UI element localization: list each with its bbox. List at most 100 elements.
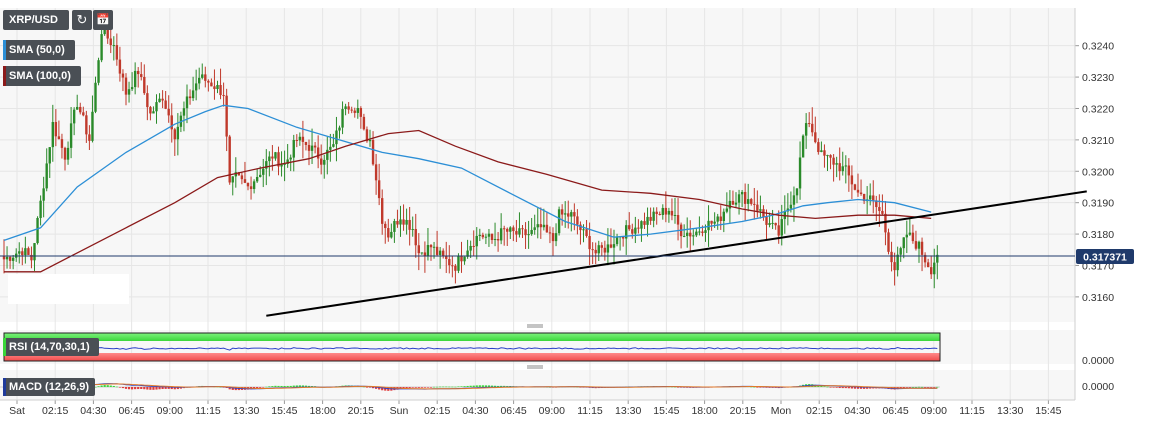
candle-body [399, 219, 402, 225]
candle-body [756, 204, 759, 211]
macd-histogram-bar [121, 387, 125, 389]
refresh-icon[interactable]: ↻ [72, 10, 92, 30]
candle-body [338, 127, 341, 131]
candle-body [335, 130, 338, 145]
candle-body [728, 200, 732, 209]
candle-body [518, 228, 521, 235]
macd-histogram-bar [155, 387, 158, 390]
candle-body [460, 255, 463, 262]
candle-body [91, 111, 94, 141]
candle-body [823, 150, 826, 156]
candle-body [262, 168, 265, 175]
candle-body [862, 193, 866, 202]
candle-body [133, 70, 137, 88]
x-tick-label: 09:00 [157, 405, 183, 417]
candle-body [750, 199, 753, 204]
macd-histogram-bar [853, 387, 857, 389]
candle-body [481, 234, 485, 238]
macd-label[interactable]: MACD (12,26,9) [3, 378, 95, 396]
macd-histogram-bar [765, 387, 768, 388]
candle-body [621, 236, 625, 239]
macd-histogram-bar [481, 385, 484, 387]
candle-body [426, 244, 430, 256]
candle-body [377, 180, 381, 199]
x-tick-label: 15:45 [1035, 405, 1061, 417]
candle-body [234, 172, 237, 177]
macd-histogram-bar [936, 386, 939, 388]
candle-body [496, 238, 500, 241]
candle-body [36, 217, 39, 244]
macd-histogram-bar [908, 387, 911, 388]
sma50-study-label[interactable]: SMA (50,0) [3, 40, 75, 60]
candle-body [94, 82, 97, 112]
candle-body [548, 232, 552, 234]
macd-histogram-bar [295, 385, 298, 387]
macd-histogram-bar [829, 387, 832, 388]
macd-histogram-bar [844, 387, 847, 389]
macd-panel-area[interactable] [0, 370, 1075, 400]
x-tick-label: Sun [390, 405, 409, 417]
macd-splitter-handle[interactable] [527, 365, 543, 369]
sma100-study-label[interactable]: SMA (100,0) [3, 66, 81, 86]
candle-body [536, 224, 539, 228]
candle-body [54, 122, 58, 137]
macd-histogram-bar [454, 386, 457, 388]
rsi-splitter-handle[interactable] [527, 324, 543, 328]
candle-body [57, 136, 61, 140]
candle-body [521, 228, 524, 230]
candle-body [158, 98, 161, 103]
candle-body [201, 74, 204, 78]
macd-histogram-bar [902, 387, 905, 389]
candle-body [216, 85, 219, 90]
candle-body [420, 252, 424, 254]
candle-body [368, 139, 372, 142]
candle-body [27, 248, 30, 255]
rsi-label[interactable]: RSI (14,70,30,1) [3, 338, 99, 356]
candle-body [97, 60, 100, 83]
candle-body [567, 213, 570, 217]
candle-body [853, 184, 857, 190]
candle-body [695, 231, 698, 236]
candle-body [884, 213, 887, 233]
x-tick-label: 11:15 [959, 405, 985, 417]
candle-body [112, 45, 115, 47]
calendar-icon[interactable]: 📅 [93, 10, 113, 30]
candle-body [936, 254, 939, 263]
macd-histogram-bar [832, 387, 835, 388]
macd-histogram-bar [420, 387, 423, 388]
x-tick-label: 13:30 [233, 405, 259, 417]
rsi-text: RSI (14,70,30,1) [9, 341, 90, 353]
candle-body [817, 142, 820, 153]
macd-histogram-bar [500, 385, 503, 387]
candle-body [313, 145, 317, 148]
macd-signal-line [4, 383, 938, 390]
candle-body [277, 152, 280, 167]
candle-body [588, 236, 591, 250]
candle-body [707, 220, 710, 231]
macd-histogram-bar [256, 387, 259, 389]
macd-histogram-bar [384, 387, 387, 391]
candle-body [5, 256, 9, 260]
macd-histogram-bar [286, 385, 289, 387]
candle-body [789, 204, 793, 209]
candle-body [914, 241, 918, 249]
candle-body [579, 224, 582, 231]
macd-histogram-bar [863, 387, 866, 389]
macd-histogram-bar [469, 385, 472, 387]
candle-body [207, 80, 210, 83]
macd-histogram-bar [866, 387, 869, 389]
candle-body [673, 214, 677, 216]
macd-histogram-bar [259, 387, 262, 388]
sma50-line [3, 104, 932, 242]
candle-body [88, 134, 91, 141]
symbol-label[interactable]: XRP/USD [3, 10, 69, 30]
macd-histogram-bar [109, 385, 112, 387]
macd-histogram-bar [503, 385, 506, 387]
candle-body [835, 163, 838, 165]
macd-histogram-bar [274, 385, 277, 387]
macd-histogram-bar [167, 387, 170, 389]
candle-body [878, 207, 881, 211]
candle-body [118, 59, 122, 74]
candle-body [402, 219, 405, 225]
